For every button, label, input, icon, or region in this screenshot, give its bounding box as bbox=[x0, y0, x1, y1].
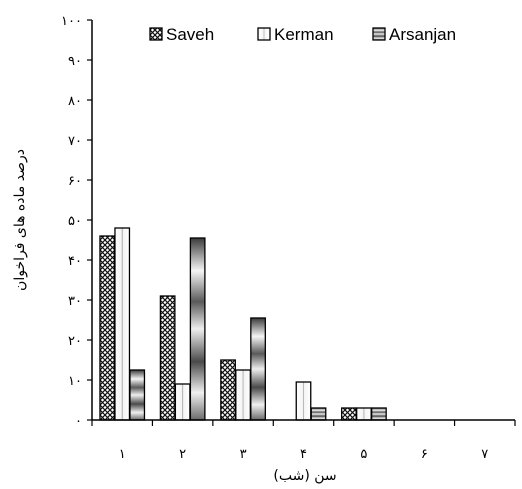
bar-arsanjan-4 bbox=[310, 407, 327, 421]
x-tick-label: ۷ bbox=[481, 447, 488, 462]
bar-kerman-2 bbox=[174, 383, 191, 421]
bar-arsanjan-5 bbox=[371, 407, 387, 421]
bars bbox=[99, 227, 387, 421]
legend: Saveh Kerman Arsanjan bbox=[149, 25, 456, 44]
bar-arsanjan-3 bbox=[250, 317, 266, 421]
legend-swatch-kerman bbox=[257, 27, 271, 41]
y-tick-label: ۴۰ bbox=[68, 254, 82, 269]
x-axis-title: سن (شب) bbox=[273, 468, 336, 484]
bar-saveh-3 bbox=[220, 359, 236, 421]
x-tick-label: ۲ bbox=[179, 447, 186, 462]
y-tick-label: ۳۰ bbox=[68, 294, 82, 309]
y-tick-label: ۲۰ bbox=[68, 334, 82, 349]
bar-saveh-2 bbox=[159, 295, 176, 421]
bar-kerman-4 bbox=[295, 381, 312, 421]
legend-label-saveh: Saveh bbox=[166, 25, 214, 44]
legend-swatch-saveh bbox=[149, 27, 163, 41]
y-tick-label: ۰ bbox=[75, 414, 82, 429]
bar-arsanjan-2 bbox=[189, 237, 206, 421]
y-tick-label: ۱۰۰ bbox=[61, 14, 82, 29]
legend-swatch-arsanjan bbox=[372, 27, 386, 41]
y-tick-label: ۶۰ bbox=[68, 174, 82, 189]
legend-label-arsanjan: Arsanjan bbox=[389, 25, 456, 44]
bar-saveh-5 bbox=[341, 407, 357, 421]
bar-kerman-3 bbox=[235, 369, 251, 421]
legend-label-kerman: Kerman bbox=[274, 25, 334, 44]
y-tick-label: ۷۰ bbox=[68, 134, 82, 149]
bar-saveh-1 bbox=[99, 235, 116, 421]
x-tick-label: ۵ bbox=[360, 447, 367, 462]
x-tick-label: ۶ bbox=[421, 447, 428, 462]
y-tick-label: ۱۰ bbox=[68, 374, 82, 389]
y-axis-title: درصد ماده های فراخوان bbox=[12, 149, 28, 291]
x-tick-label: ۳ bbox=[240, 447, 247, 462]
y-tick-label: ۸۰ bbox=[68, 94, 82, 109]
x-tick-label: ۱ bbox=[119, 447, 126, 462]
x-axis-ticks: ۱ ۲ ۳ ۴ ۵ ۶ ۷ bbox=[91, 420, 516, 462]
y-axis-ticks: ۰ ۱۰ ۲۰ ۳۰ ۴۰ ۵۰ ۶۰ ۷۰ ۸۰ ۹۰ ۱۰۰ bbox=[61, 14, 92, 429]
bar-kerman-1 bbox=[114, 227, 131, 421]
y-tick-label: ۹۰ bbox=[68, 54, 82, 69]
bar-kerman-5 bbox=[356, 407, 372, 421]
x-tick-label: ۴ bbox=[300, 447, 307, 462]
bar-arsanjan-1 bbox=[129, 369, 146, 421]
y-tick-label: ۵۰ bbox=[68, 214, 82, 229]
